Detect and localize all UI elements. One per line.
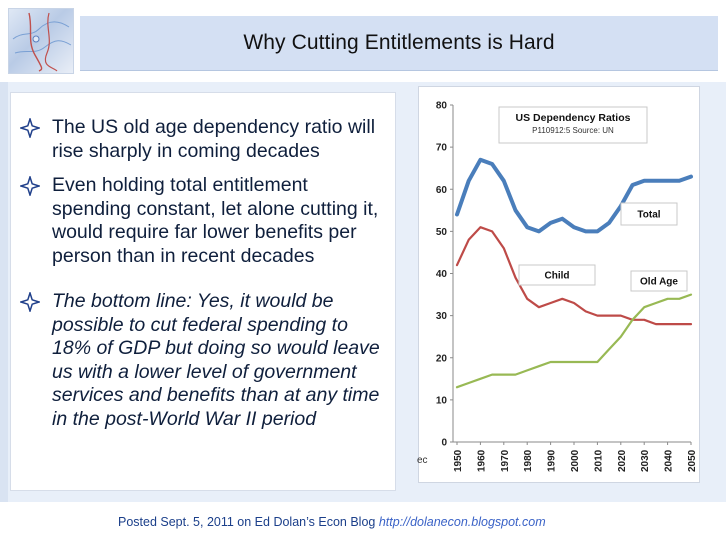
title-bar: Why Cutting Entitlements is Hard: [80, 16, 718, 71]
series-line-old-age: [455, 293, 693, 389]
series-label-box: [518, 264, 596, 286]
y-tick-label: 80: [436, 101, 448, 112]
y-tick-label: 70: [436, 143, 448, 154]
series-label-box: [630, 270, 688, 292]
x-tick-label: 2020: [617, 449, 628, 472]
bullet-text-panel: [10, 92, 396, 491]
bullet-3: The bottom line: Yes, it would be possib…: [20, 290, 390, 431]
y-tick-label: 30: [436, 311, 448, 322]
x-tick-label: 1960: [476, 449, 487, 472]
x-tick-label: 1980: [523, 449, 534, 472]
x-tick-label: 1970: [500, 449, 511, 472]
slide-title: Why Cutting Entitlements is Hard: [243, 31, 555, 54]
y-tick-label: 60: [436, 185, 448, 196]
series-label-total: Total: [637, 210, 660, 221]
bullet-1-text: The US old age dependency ratio will ris…: [52, 116, 376, 162]
footer-line: Posted Sept. 5, 2011 on Ed Dolan’s Econ …: [118, 515, 546, 529]
chart-subtitle: P110912:5 Source: UN: [532, 126, 614, 135]
x-tick-label: 1950: [453, 449, 464, 472]
bullet-3-text: The bottom line: Yes, it would be possib…: [52, 290, 380, 430]
y-tick-label: 0: [441, 438, 447, 449]
bullet-2-text: Even holding total entitlement spending …: [52, 174, 379, 267]
chart-title: US Dependency Ratios: [516, 112, 631, 124]
y-tick-label: 20: [436, 353, 448, 364]
x-tick-label: 2040: [664, 449, 675, 472]
series-label-box: [620, 202, 678, 226]
map-logo-icon: [12, 12, 72, 72]
x-tick-label: 2050: [687, 449, 698, 472]
dependency-chart-frame: 0 10 20 30 40 50 60 70 80 1950 1960 1970 1980 1990 200…: [418, 86, 700, 483]
x-tick-label: 2010: [593, 449, 604, 472]
series-label-old-age: Old Age: [640, 277, 678, 288]
y-tick-label: 40: [436, 269, 448, 280]
x-tick-label: 1990: [547, 449, 558, 472]
bullet-1: The US old age dependency ratio will ris…: [20, 116, 390, 163]
bullet-2: Even holding total entitlement spending …: [20, 174, 390, 268]
series-label-child: Child: [545, 271, 570, 282]
x-tick-label: 2030: [640, 449, 651, 472]
y-tick-label: 10: [436, 395, 448, 406]
chart-credit-fragment: ec: [417, 455, 428, 466]
y-tick-label: 50: [436, 227, 448, 238]
x-tick-label: 2000: [570, 449, 581, 472]
footer-text: Posted Sept. 5, 2011 on Ed Dolan’s Econ …: [118, 515, 379, 529]
left-accent-strip: [0, 82, 8, 502]
blog-logo: [8, 8, 74, 74]
diamond-sparkle-icon: [20, 292, 40, 312]
chart-title-box: [498, 106, 648, 144]
diamond-sparkle-icon: [20, 118, 40, 138]
slide-header: Why Cutting Entitlements is Hard: [0, 0, 728, 82]
blog-link[interactable]: http://dolanecon.blogspot.com: [378, 515, 546, 529]
diamond-sparkle-icon: [20, 176, 40, 196]
